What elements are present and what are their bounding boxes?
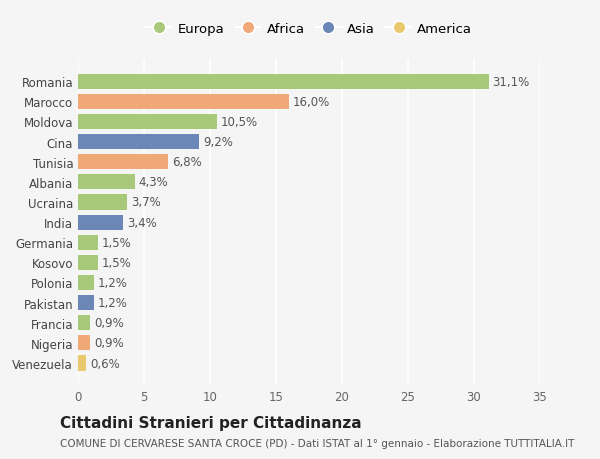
Bar <box>78 95 289 110</box>
Text: 0,9%: 0,9% <box>94 336 124 350</box>
Text: 1,5%: 1,5% <box>102 256 131 269</box>
Bar <box>78 356 86 371</box>
Bar <box>78 336 90 351</box>
Text: 0,9%: 0,9% <box>94 317 124 330</box>
Bar <box>78 255 98 270</box>
Text: 9,2%: 9,2% <box>203 136 233 149</box>
Text: 0,6%: 0,6% <box>90 357 119 369</box>
Text: 4,3%: 4,3% <box>139 176 169 189</box>
Bar <box>78 315 90 330</box>
Text: 6,8%: 6,8% <box>172 156 202 169</box>
Bar <box>78 235 98 250</box>
Bar <box>78 155 168 170</box>
Text: 3,4%: 3,4% <box>127 216 157 229</box>
Bar <box>78 135 199 150</box>
Text: Cittadini Stranieri per Cittadinanza: Cittadini Stranieri per Cittadinanza <box>60 415 362 431</box>
Text: 1,2%: 1,2% <box>98 276 128 289</box>
Text: 10,5%: 10,5% <box>221 116 257 129</box>
Bar <box>78 175 135 190</box>
Legend: Europa, Africa, Asia, America: Europa, Africa, Asia, America <box>140 17 478 41</box>
Text: 31,1%: 31,1% <box>493 76 530 89</box>
Bar <box>78 195 127 210</box>
Text: 16,0%: 16,0% <box>293 95 331 109</box>
Text: 3,7%: 3,7% <box>131 196 161 209</box>
Text: 1,5%: 1,5% <box>102 236 131 249</box>
Bar <box>78 215 123 230</box>
Text: COMUNE DI CERVARESE SANTA CROCE (PD) - Dati ISTAT al 1° gennaio - Elaborazione T: COMUNE DI CERVARESE SANTA CROCE (PD) - D… <box>60 438 574 448</box>
Bar <box>78 296 94 310</box>
Bar <box>78 115 217 130</box>
Text: 1,2%: 1,2% <box>98 297 128 309</box>
Bar <box>78 74 488 90</box>
Bar <box>78 275 94 291</box>
